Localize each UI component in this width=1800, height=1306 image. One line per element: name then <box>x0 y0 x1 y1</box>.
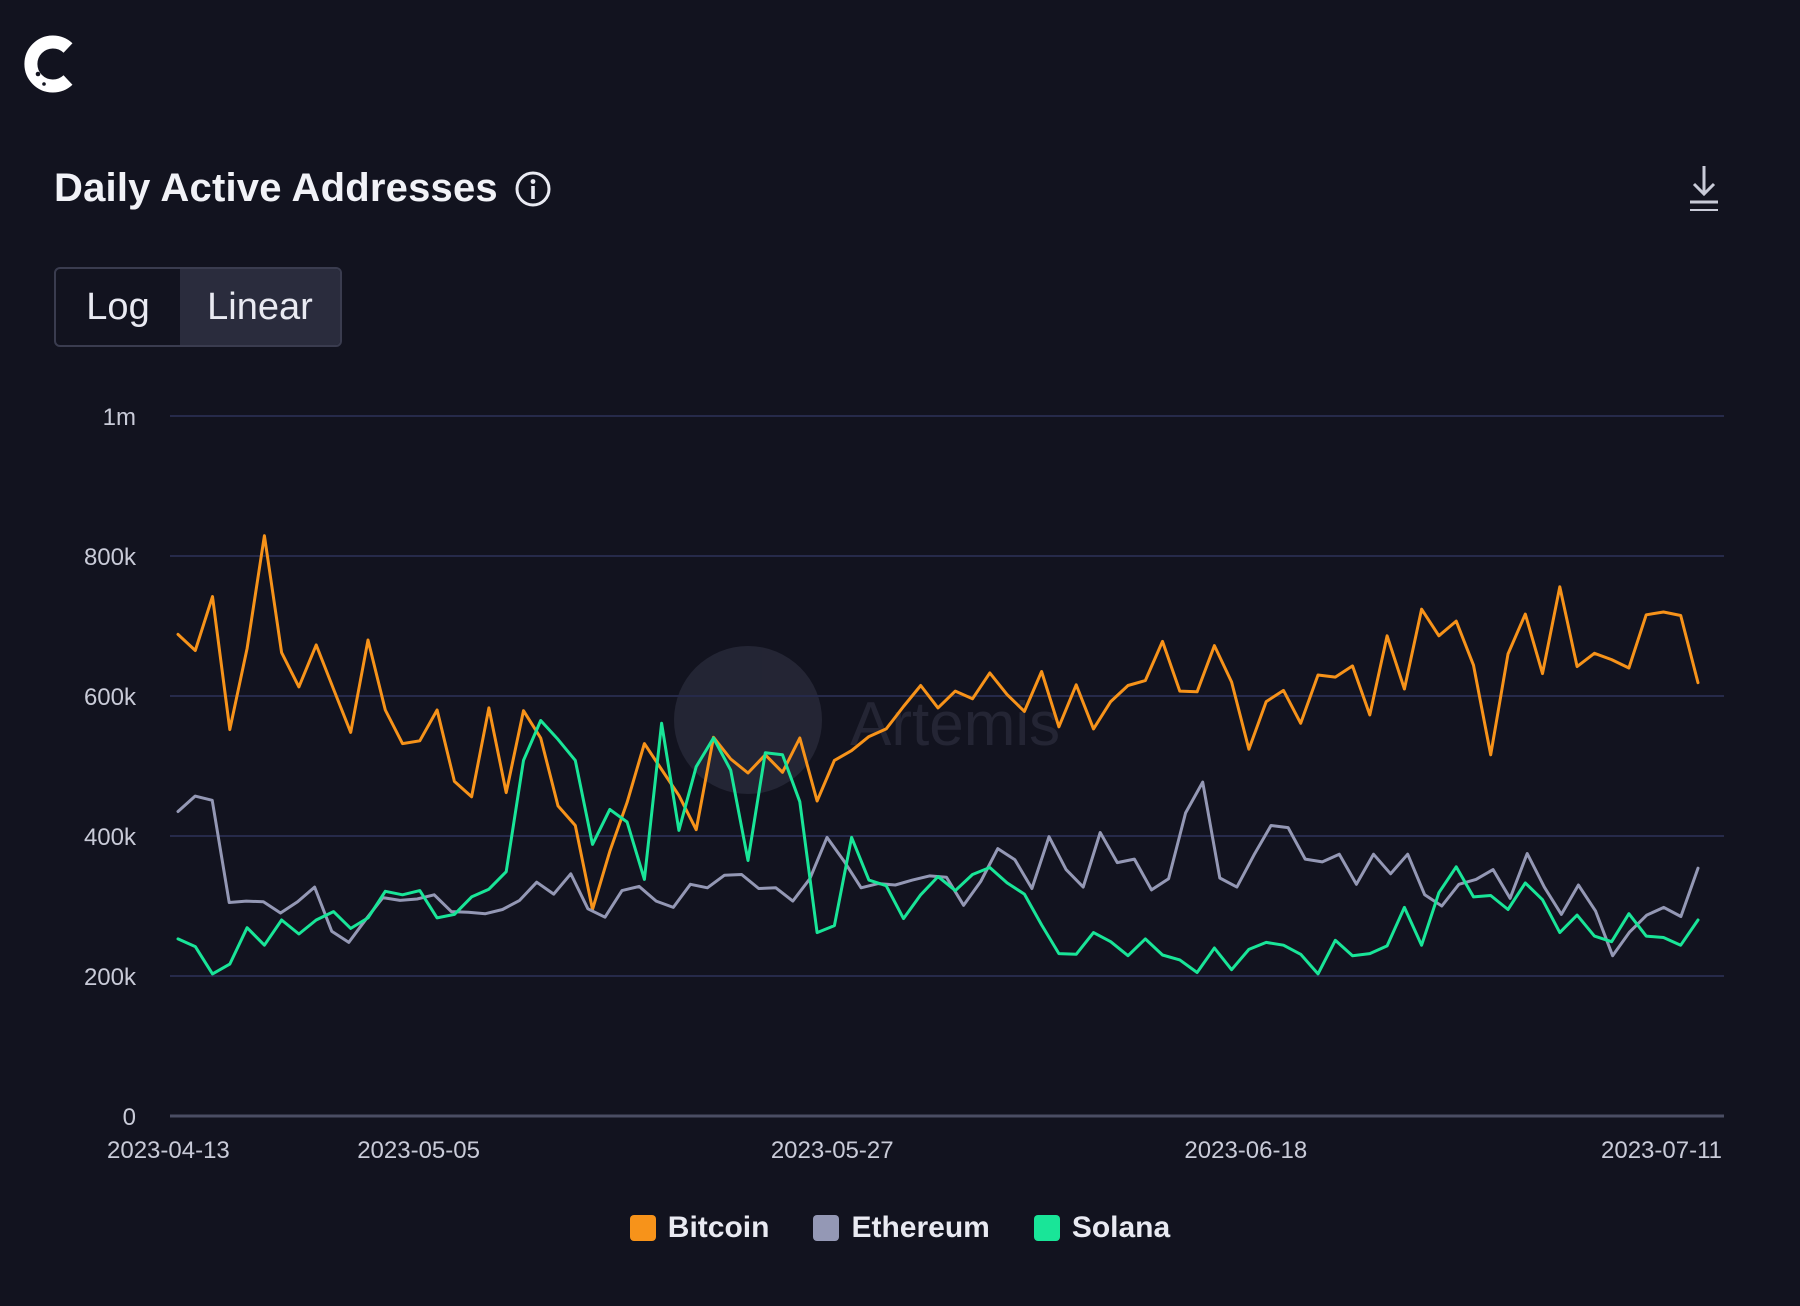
line-chart: Artemis 0 200k 400k 600k 800k 1m 2023-04-13 2023… <box>84 404 1724 1164</box>
log-scale-button[interactable]: Log <box>86 285 150 328</box>
x-tick-label: 2023-06-18 <box>1184 1137 1307 1164</box>
y-tick-label: 600k <box>84 684 137 711</box>
download-icon[interactable] <box>1684 164 1724 214</box>
legend-swatch <box>1033 1215 1060 1241</box>
chart-title-text: Daily Active Addresses <box>54 166 498 210</box>
y-tick-label: 400k <box>84 824 137 851</box>
legend-swatch <box>629 1215 656 1241</box>
legend-label: Bitcoin <box>667 1211 770 1244</box>
legend-label: Solana <box>1071 1211 1171 1244</box>
y-tick-label: 200k <box>84 964 137 991</box>
legend-item-bitcoin[interactable]: Bitcoin <box>629 1211 770 1245</box>
artemis-watermark-text: Artemis <box>850 690 1060 759</box>
linear-scale-button[interactable]: Linear <box>180 269 340 345</box>
y-tick-label: 800k <box>84 544 137 571</box>
x-tick-label: 2023-07-11 <box>1601 1137 1722 1164</box>
legend-label: Ethereum <box>851 1211 990 1244</box>
chart-legend: Bitcoin Ethereum Solana <box>0 1211 1800 1245</box>
series-line-solana <box>176 719 1700 976</box>
chart-title: Daily Active Addresses <box>54 166 552 211</box>
y-tick-label: 0 <box>123 1104 136 1131</box>
legend-item-solana[interactable]: Solana <box>1033 1211 1171 1245</box>
info-icon[interactable] <box>514 170 552 208</box>
series-line-bitcoin <box>176 534 1700 911</box>
legend-swatch <box>813 1215 840 1241</box>
x-tick-label: 2023-05-27 <box>771 1137 894 1164</box>
coindesk-logo-icon <box>24 35 73 93</box>
y-tick-label: 1m <box>103 404 136 431</box>
x-tick-label: 2023-04-13 <box>107 1137 230 1164</box>
legend-item-ethereum[interactable]: Ethereum <box>813 1211 990 1245</box>
x-tick-label: 2023-05-05 <box>357 1137 480 1164</box>
scale-toggle: Log Linear <box>54 267 342 347</box>
series-line-ethereum <box>176 780 1700 958</box>
